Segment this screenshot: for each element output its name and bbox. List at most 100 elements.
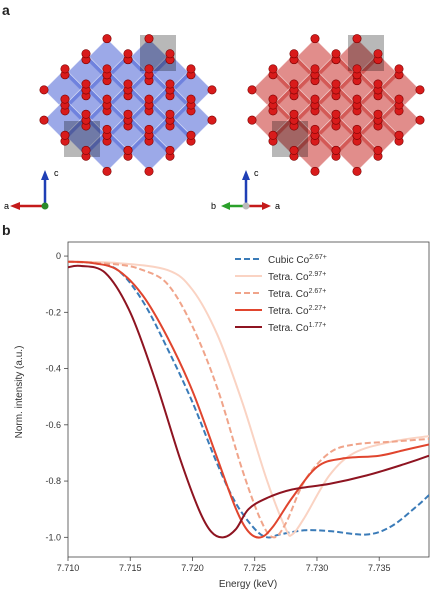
series-lines: [68, 260, 429, 539]
oxygen-atom: [352, 64, 362, 74]
legend-label: Tetra. Co2.67+: [268, 288, 326, 300]
oxygen-atom: [394, 94, 404, 104]
axis-c-label-right: c: [254, 168, 259, 178]
oxygen-atom: [415, 85, 425, 95]
oxygen-atom: [144, 94, 154, 104]
y-tick-label: 0: [56, 251, 61, 261]
tetragonal-structure: [247, 34, 425, 176]
oxygen-atom: [352, 94, 362, 104]
oxygen-atom: [373, 109, 383, 119]
oxygen-atom: [102, 124, 112, 134]
series-line-0: [68, 260, 429, 539]
legend-label: Cubic Co2.67+: [268, 254, 327, 266]
x-tick-label: 7.720: [181, 563, 204, 573]
oxygen-atom: [39, 115, 49, 125]
oxygen-atom: [268, 130, 278, 140]
plot-frame: [67, 241, 430, 558]
oxygen-atom: [310, 34, 320, 44]
oxygen-atom: [81, 145, 91, 155]
oxygen-atom: [123, 145, 133, 155]
oxygen-atom: [186, 130, 196, 140]
series-line-4: [68, 264, 429, 539]
y-tick-label: -0.2: [45, 307, 61, 317]
series-line-2: [68, 260, 429, 539]
oxygen-atom: [144, 64, 154, 74]
x-axis-label: Energy (keV): [219, 579, 277, 590]
oxygen-atom: [289, 109, 299, 119]
oxygen-atom: [415, 115, 425, 125]
oxygen-atom: [102, 34, 112, 44]
y-tick-label: -0.8: [45, 476, 61, 486]
x-tick-label: 7.725: [243, 563, 266, 573]
oxygen-atom: [144, 124, 154, 134]
oxygen-atom: [123, 109, 133, 119]
oxygen-atom: [268, 94, 278, 104]
legend: Cubic Co2.67+ Tetra. Co2.97+ Tetra. Co2.67…: [235, 254, 327, 334]
oxygen-atom: [247, 115, 257, 125]
axis-ticks: 7.710 7.715 7.720 7.725 7.730 7.735 0 -0.2 -0.4 -…: [45, 251, 390, 573]
x-tick-label: 7.710: [57, 563, 80, 573]
oxygen-atom: [310, 166, 320, 176]
axis-a-label-right: a: [275, 201, 280, 211]
oxygen-atom: [186, 64, 196, 74]
axis-a-label: a: [4, 201, 9, 211]
oxygen-atom: [144, 166, 154, 176]
oxygen-atom: [394, 64, 404, 74]
oxygen-atom: [352, 34, 362, 44]
oxygen-atom: [331, 49, 341, 59]
y-tick-label: -1.0: [45, 532, 61, 542]
panel-b-label: b: [2, 222, 11, 238]
oxygen-atom: [165, 109, 175, 119]
oxygen-atom: [81, 109, 91, 119]
legend-label: Tetra. Co2.27+: [268, 305, 326, 317]
oxygen-atom: [81, 79, 91, 89]
oxygen-atom: [373, 79, 383, 89]
oxygen-atom: [165, 49, 175, 59]
oxygen-atom: [60, 94, 70, 104]
oxygen-atom: [207, 85, 217, 95]
oxygen-atom: [331, 109, 341, 119]
oxygen-atom: [352, 124, 362, 134]
oxygen-atom: [310, 124, 320, 134]
oxygen-atom: [165, 145, 175, 155]
oxygen-atom: [207, 115, 217, 125]
oxygen-atom: [268, 64, 278, 74]
oxygen-atom: [373, 145, 383, 155]
xanes-chart: 7.710 7.715 7.720 7.725 7.730 7.735 0 -0.2 -0.4 -…: [14, 241, 430, 590]
panel-a-label: a: [2, 2, 10, 18]
oxygen-atom: [289, 145, 299, 155]
oxygen-atom: [60, 64, 70, 74]
crystal-structures: c a c b a: [4, 34, 425, 211]
oxygen-atom: [81, 49, 91, 59]
legend-label: Tetra. Co1.77+: [268, 322, 326, 334]
oxygen-atom: [310, 94, 320, 104]
oxygen-atom: [102, 166, 112, 176]
legend-label: Tetra. Co2.97+: [268, 271, 326, 283]
y-tick-label: -0.6: [45, 420, 61, 430]
oxygen-atom: [247, 85, 257, 95]
oxygen-atom: [60, 130, 70, 140]
cubic-structure: [39, 34, 217, 176]
oxygen-atom: [102, 64, 112, 74]
series-line-3: [68, 260, 429, 539]
x-tick-label: 7.730: [306, 563, 329, 573]
oxygen-atom: [102, 94, 112, 104]
x-tick-label: 7.715: [119, 563, 142, 573]
y-tick-label: -0.4: [45, 364, 61, 374]
oxygen-atom: [123, 49, 133, 59]
axis-triad-left: c a: [4, 168, 59, 211]
oxygen-atom: [373, 49, 383, 59]
oxygen-atom: [289, 79, 299, 89]
oxygen-atom: [331, 79, 341, 89]
series-line-1: [68, 260, 429, 537]
axis-b-label: b: [211, 201, 216, 211]
oxygen-atom: [394, 130, 404, 140]
oxygen-atom: [144, 34, 154, 44]
oxygen-atom: [186, 94, 196, 104]
oxygen-atom: [123, 79, 133, 89]
oxygen-atom: [310, 64, 320, 74]
axis-triad-right: c b a: [211, 168, 280, 211]
oxygen-atom: [289, 49, 299, 59]
x-tick-label: 7.735: [368, 563, 391, 573]
oxygen-atom: [331, 145, 341, 155]
